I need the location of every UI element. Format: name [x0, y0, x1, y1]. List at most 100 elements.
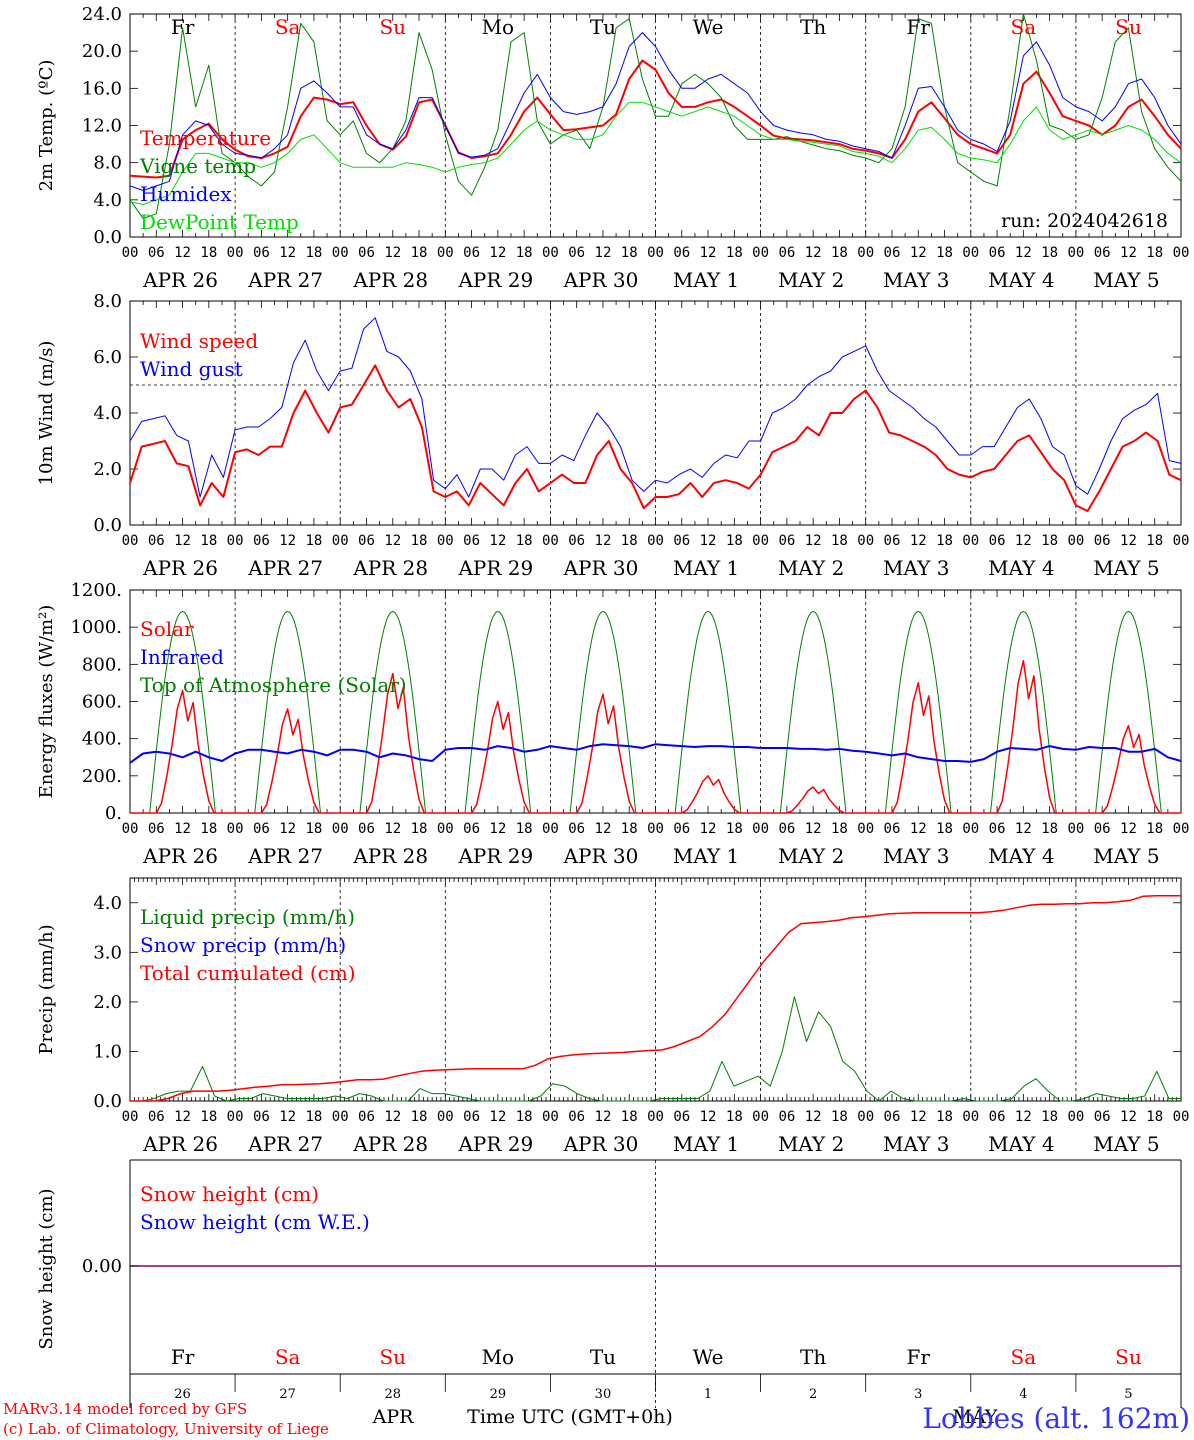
hour-tick-label: 12 [805, 533, 822, 549]
hour-tick-label: 12 [384, 245, 401, 261]
hour-tick-label: 12 [595, 1109, 612, 1125]
hour-tick-label: 06 [463, 533, 480, 549]
hour-tick-label: 18 [516, 1109, 533, 1125]
hour-tick-label: 12 [805, 245, 822, 261]
hour-tick-label: 06 [568, 533, 585, 549]
hour-tick-label: 06 [1094, 245, 1111, 261]
hour-tick-label: 18 [831, 821, 848, 837]
hour-tick-label: 06 [568, 245, 585, 261]
hour-tick-label: 00 [227, 1109, 244, 1125]
hour-tick-label: 00 [227, 245, 244, 261]
panel-3-ylabel: Precip (mm/h) [36, 924, 57, 1054]
hour-tick-label: 06 [463, 245, 480, 261]
date-tick-label: MAY 1 [673, 844, 739, 868]
temp-day-name: Sa [275, 15, 301, 39]
temp-day-name: Sa [1011, 15, 1037, 39]
footer-lab-credit: (c) Lab. of Climatology, University of L… [3, 1420, 329, 1438]
hour-tick-label: 00 [1173, 1109, 1190, 1125]
temp-series-1 [129, 13, 1182, 219]
panel-0-legend-1: Vigne temp [139, 154, 256, 178]
panel-3-ytick-label: 1.0 [93, 1041, 122, 1062]
hour-tick-label: 18 [305, 533, 322, 549]
hour-tick-label: 06 [989, 1109, 1006, 1125]
temp-series-2 [129, 32, 1182, 191]
date-tick-label: MAY 5 [1093, 556, 1159, 580]
panel-4-ytick-label: 0.00 [82, 1256, 122, 1277]
wind-series-0 [129, 317, 1182, 498]
hour-tick-label: 12 [489, 821, 506, 837]
hour-tick-label: 12 [1015, 1109, 1032, 1125]
hour-tick-label: 18 [1041, 533, 1058, 549]
hour-tick-label: 00 [542, 245, 559, 261]
hour-tick-label: 12 [174, 1109, 191, 1125]
hour-tick-label: 12 [1120, 245, 1137, 261]
hour-tick-label: 00 [1067, 821, 1084, 837]
date-tick-label: APR 26 [142, 844, 218, 868]
hour-tick-label: 12 [910, 245, 927, 261]
panel-2-ytick-label: 400. [82, 729, 122, 750]
hour-tick-label: 00 [752, 821, 769, 837]
hour-tick-label: 12 [700, 1109, 717, 1125]
hour-tick-label: 12 [489, 1109, 506, 1125]
hour-tick-label: 18 [411, 245, 428, 261]
wind-series-1 [129, 364, 1182, 512]
hour-tick-label: 00 [752, 1109, 769, 1125]
hour-tick-label: 00 [752, 533, 769, 549]
run-annotation: run: 2024042618 [1001, 210, 1168, 232]
hour-tick-label: 06 [148, 245, 165, 261]
hour-tick-label: 12 [910, 1109, 927, 1125]
temp-day-name: Tu [590, 15, 616, 39]
hour-tick-label: 06 [1094, 533, 1111, 549]
hour-tick-label: 12 [700, 821, 717, 837]
hour-tick-label: 12 [805, 1109, 822, 1125]
hour-tick-label: 00 [122, 821, 139, 837]
panel-2-ytick-label: 0. [105, 803, 122, 824]
solar-series [130, 659, 1181, 814]
date-tick-label: APR 26 [142, 268, 218, 292]
panel-3-ytick-label: 0.0 [93, 1091, 122, 1112]
date-tick-label: MAY 2 [778, 844, 844, 868]
hour-tick-label: 06 [358, 245, 375, 261]
panel-0-ytick-label: 4.0 [93, 190, 122, 211]
hour-tick-label: 12 [1015, 533, 1032, 549]
hour-tick-label: 06 [884, 1109, 901, 1125]
hour-tick-label: 18 [200, 245, 217, 261]
hour-tick-label: 06 [253, 245, 270, 261]
day-number-label: 2 [809, 1387, 817, 1402]
hour-tick-label: 00 [332, 1109, 349, 1125]
hour-tick-label: 12 [279, 533, 296, 549]
date-tick-label: APR 28 [352, 844, 428, 868]
hour-tick-label: 06 [989, 821, 1006, 837]
hour-tick-label: 06 [568, 1109, 585, 1125]
panel-3-legend-1: Snow precip (mm/h) [140, 933, 346, 957]
hour-tick-label: 06 [1094, 821, 1111, 837]
day-number-label: 26 [174, 1387, 191, 1402]
hour-tick-label: 12 [384, 533, 401, 549]
hour-tick-label: 00 [647, 1109, 664, 1125]
panel-2-ytick-label: 1200. [70, 580, 122, 601]
hour-tick-label: 18 [1146, 1109, 1163, 1125]
hour-tick-label: 18 [516, 533, 533, 549]
panel-0-legend-3: DewPoint Temp [140, 210, 299, 234]
day-number-label: 30 [595, 1387, 612, 1402]
date-tick-label: MAY 1 [673, 1132, 739, 1156]
hour-tick-label: 18 [200, 1109, 217, 1125]
hour-tick-label: 06 [989, 245, 1006, 261]
day-number-label: 27 [279, 1387, 296, 1402]
hour-tick-label: 12 [700, 245, 717, 261]
hour-tick-label: 18 [726, 533, 743, 549]
hour-tick-label: 00 [1173, 245, 1190, 261]
date-tick-label: MAY 3 [883, 844, 949, 868]
precip-series-0 [130, 996, 1181, 1102]
hour-tick-label: 00 [647, 533, 664, 549]
date-tick-label: APR 27 [247, 268, 323, 292]
hour-tick-label: 00 [542, 821, 559, 837]
hour-tick-label: 12 [489, 245, 506, 261]
temp-day-name: Fr [171, 15, 195, 39]
panel-0-ytick-label: 16.0 [82, 78, 122, 99]
hour-tick-label: 00 [227, 533, 244, 549]
hour-tick-label: 00 [1173, 821, 1190, 837]
panel-0-ytick-label: 0.0 [93, 227, 122, 248]
hour-tick-label: 06 [884, 821, 901, 837]
hour-tick-label: 12 [1120, 821, 1137, 837]
